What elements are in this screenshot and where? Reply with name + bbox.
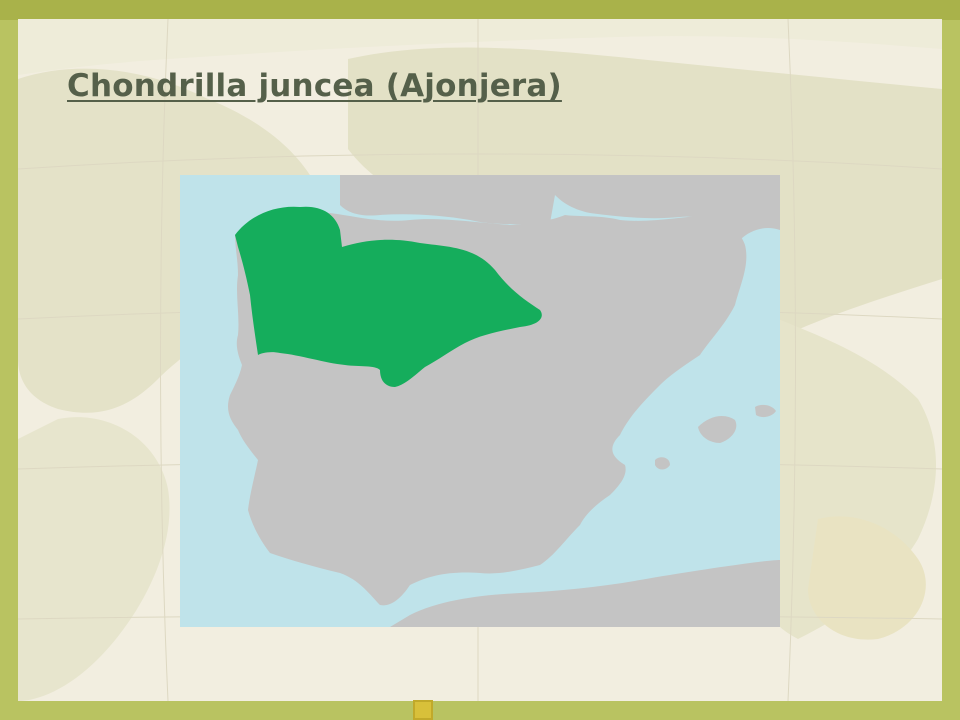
slide-title: Chondrilla juncea (Ajonjera) (67, 68, 562, 104)
mallorca-island (698, 415, 737, 443)
ibiza-island (655, 457, 670, 470)
menorca-island (755, 404, 776, 418)
frame-top-band (0, 0, 960, 20)
bottom-marker (413, 700, 433, 720)
distribution-map (180, 175, 780, 627)
slide-canvas: Chondrilla juncea (Ajonjera) (18, 19, 942, 701)
africa-land (390, 560, 780, 627)
iberia-map-svg (180, 175, 780, 627)
distribution-area (235, 206, 542, 387)
france-land (340, 175, 780, 240)
